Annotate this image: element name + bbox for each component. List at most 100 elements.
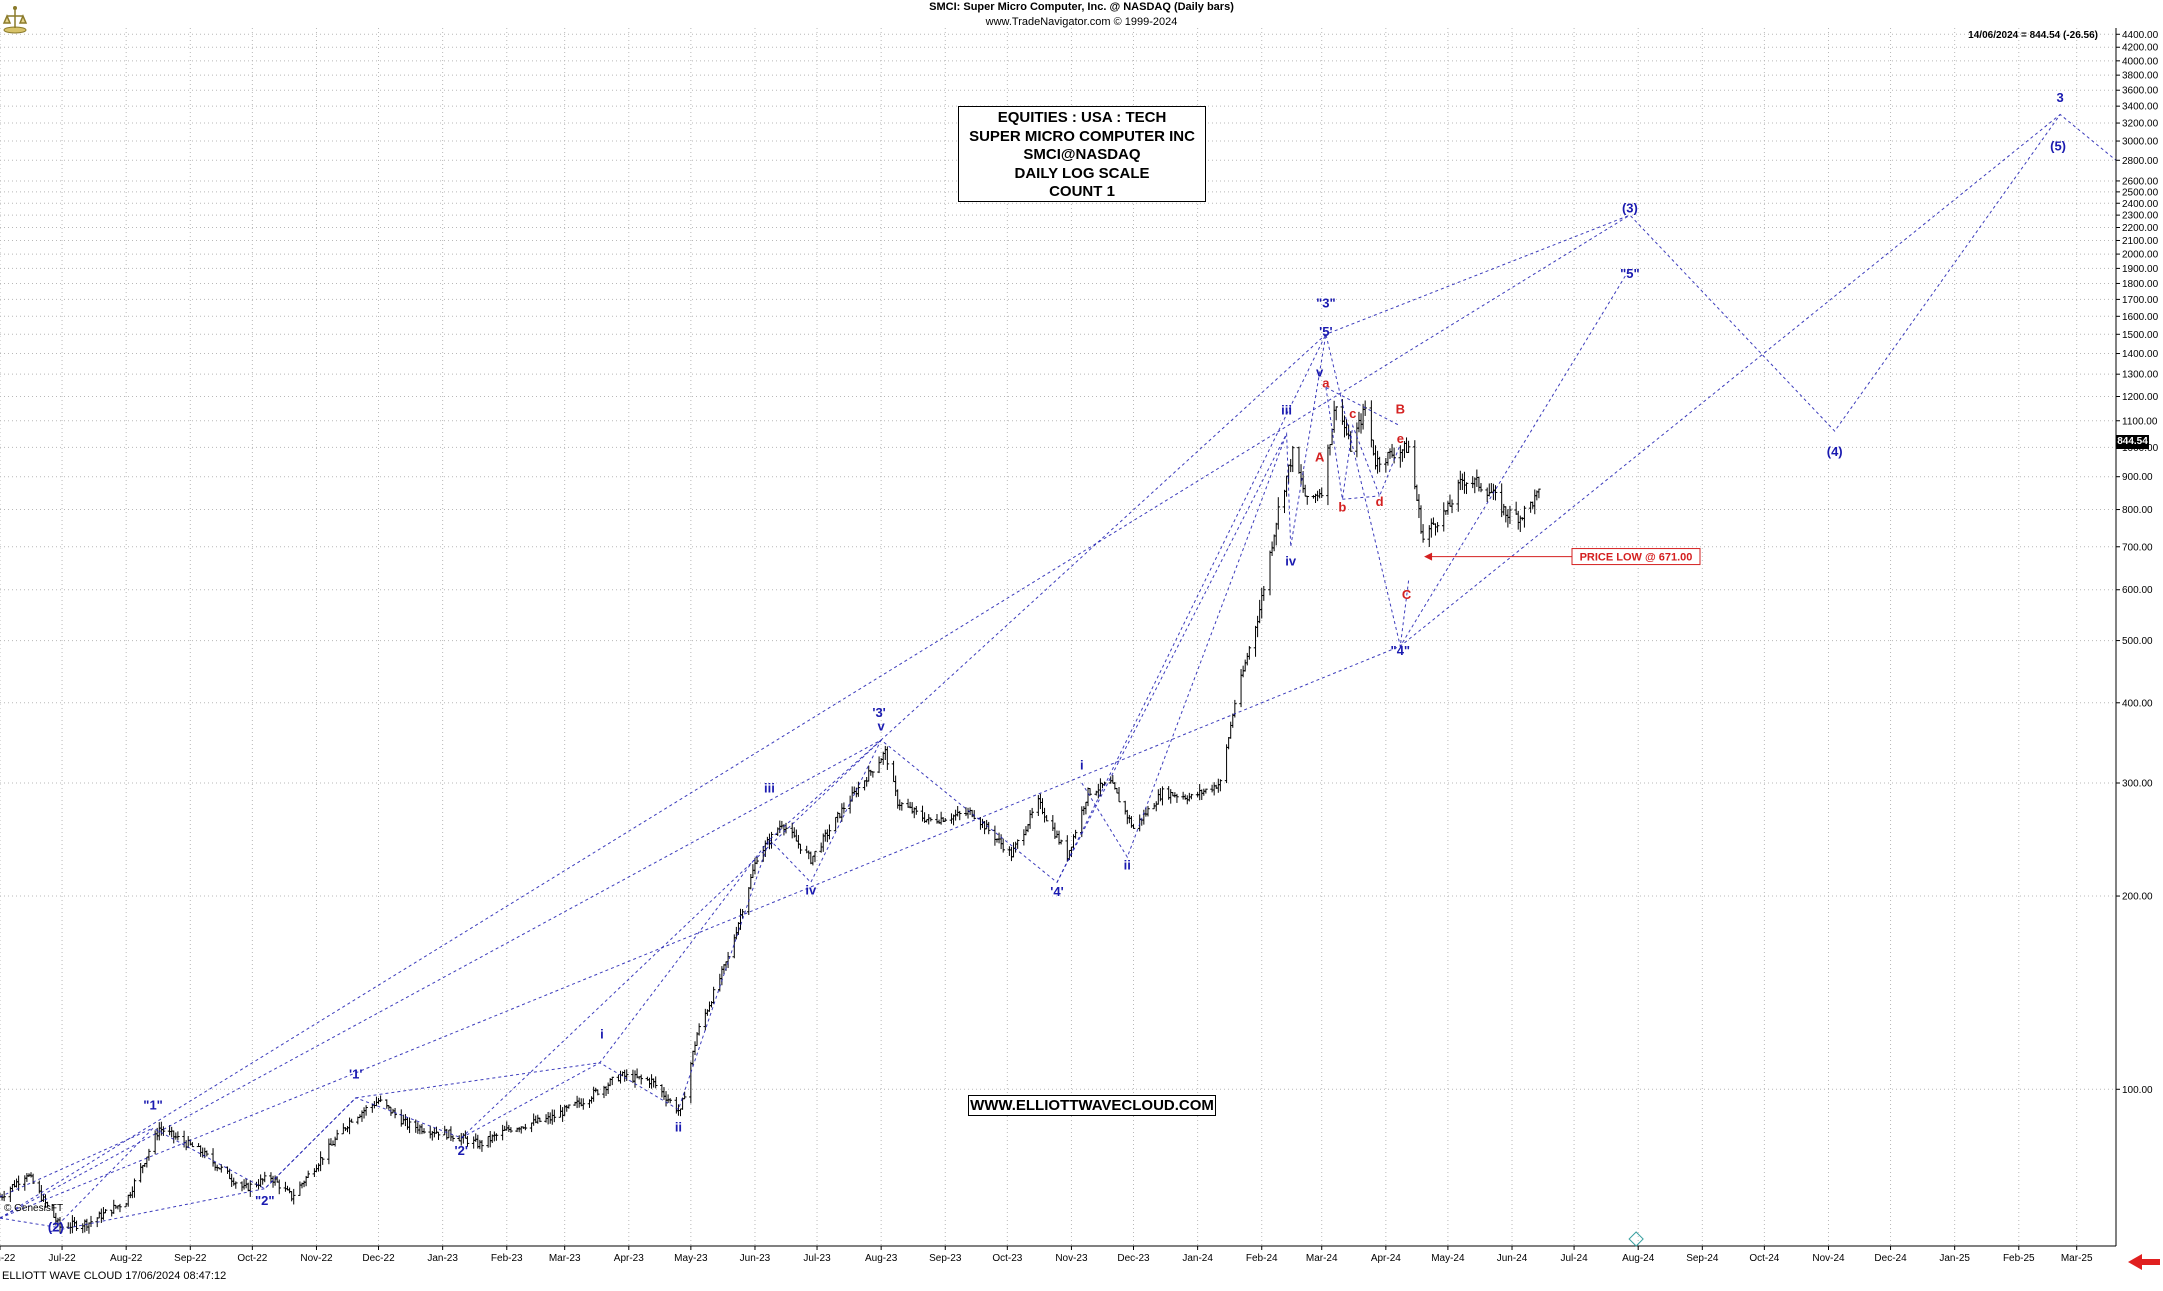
label-line-sector: EQUITIES : USA : TECH bbox=[997, 109, 1167, 126]
y-tick-label: 2300.00 bbox=[2122, 211, 2159, 222]
y-tick-label: 1900.00 bbox=[2122, 264, 2159, 275]
y-tick-label: 300.00 bbox=[2122, 778, 2153, 789]
wave-label: (5) bbox=[2050, 138, 2066, 153]
website-label: WWW.ELLIOTTWAVECLOUD.COM bbox=[968, 1095, 1216, 1116]
last-price-readout: 14/06/2024 = 844.54 (-26.56) bbox=[1968, 30, 2098, 41]
label-line-symbol: SMCI@NASDAQ bbox=[1023, 146, 1141, 164]
wave-labels: (2)"1""2"'1''2'iiiiiiiv'3'v'4'iiiiiiiv"3… bbox=[48, 90, 2066, 1235]
wave-label: A bbox=[1315, 450, 1325, 465]
x-tick-label: Dec-24 bbox=[1874, 1253, 1907, 1264]
wave-label: '4' bbox=[1050, 884, 1063, 899]
x-tick-label: Oct-22 bbox=[237, 1253, 267, 1264]
x-tick-label: Dec-23 bbox=[1117, 1253, 1150, 1264]
price-low-label: PRICE LOW @ 671.00 bbox=[1580, 552, 1693, 564]
copyright-text: © GenesisFT bbox=[4, 1203, 64, 1214]
wave-label: (3) bbox=[1622, 201, 1638, 216]
x-tick-label: Jun-23 bbox=[740, 1253, 771, 1264]
y-tick-label: 200.00 bbox=[2122, 892, 2153, 903]
y-tick-label: 600.00 bbox=[2122, 585, 2153, 596]
wave-label: (2) bbox=[48, 1220, 64, 1235]
label-line-scale: DAILY LOG SCALE bbox=[1014, 164, 1150, 182]
x-tick-label: May-23 bbox=[674, 1253, 708, 1264]
x-tick-label: Jul-22 bbox=[48, 1253, 76, 1264]
wave-line bbox=[1399, 580, 1410, 647]
x-tick-label: Jul-23 bbox=[803, 1253, 831, 1264]
y-tick-label: 1400.00 bbox=[2122, 349, 2159, 360]
scroll-arrow-icon bbox=[2128, 1254, 2160, 1270]
y-tick-label: 500.00 bbox=[2122, 636, 2153, 647]
trade-navigator-logo bbox=[2, 6, 28, 34]
y-tick-label: 3600.00 bbox=[2122, 86, 2159, 97]
wave-label: c bbox=[1349, 406, 1356, 421]
x-tick-label: Feb-23 bbox=[491, 1253, 523, 1264]
wave-label: ii bbox=[675, 1119, 682, 1134]
x-tick-label: Sep-24 bbox=[1686, 1253, 1719, 1264]
x-tick-label: Nov-24 bbox=[1812, 1253, 1845, 1264]
y-tick-label: 4000.00 bbox=[2122, 56, 2159, 67]
y-tick-label: 2000.00 bbox=[2122, 250, 2159, 261]
wave-label: "1" bbox=[143, 1098, 163, 1113]
wave-label: d bbox=[1376, 494, 1384, 509]
y-tick-label: 3400.00 bbox=[2122, 102, 2159, 113]
y-tick-label: 1800.00 bbox=[2122, 279, 2159, 290]
y-tick-label: 3800.00 bbox=[2122, 71, 2159, 82]
y-tick-label: 3200.00 bbox=[2122, 119, 2159, 130]
wave-line bbox=[0, 114, 2061, 1219]
wave-line bbox=[1081, 433, 1288, 859]
wave-line bbox=[0, 1127, 154, 1198]
x-tick-label: Nov-23 bbox=[1055, 1253, 1088, 1264]
y-tick-label: 4400.00 bbox=[2122, 30, 2159, 41]
x-tick-label: Jan-25 bbox=[1939, 1253, 1970, 1264]
wave-line bbox=[49, 739, 882, 1233]
wave-label: B bbox=[1396, 401, 1405, 416]
footer-timestamp: ELLIOTT WAVE CLOUD 17/06/2024 08:47:12 bbox=[2, 1270, 227, 1282]
instrument-label-box: EQUITIES : USA : TECH SUPER MICRO COMPUT… bbox=[958, 106, 1206, 202]
y-tick-label: 2800.00 bbox=[2122, 156, 2159, 167]
wave-label: "2" bbox=[255, 1193, 275, 1208]
wave-label: v bbox=[1316, 364, 1324, 379]
wave-label: ii bbox=[1124, 857, 1131, 872]
time-marker-icon bbox=[1628, 1231, 1644, 1247]
x-tick-label: Feb-25 bbox=[2003, 1253, 2035, 1264]
label-line-company: SUPER MICRO COMPUTER INC bbox=[969, 127, 1195, 145]
grid bbox=[0, 28, 2116, 1246]
x-tick-label: Nov-22 bbox=[300, 1253, 333, 1264]
y-tick-label: 1500.00 bbox=[2122, 330, 2159, 341]
axes: 100.00 200.00 300.00 400.00 500.00 600.00 700.… bbox=[0, 28, 2160, 1270]
wave-label: 3 bbox=[2057, 90, 2064, 105]
wave-label: "3" bbox=[1316, 296, 1336, 311]
wave-label: e bbox=[1397, 431, 1404, 446]
wave-projection-lines bbox=[0, 113, 2117, 1233]
x-tick-label: Sep-23 bbox=[929, 1253, 962, 1264]
price-low-box bbox=[1571, 548, 1701, 566]
wave-line bbox=[1325, 386, 1401, 427]
x-tick-label: Sep-22 bbox=[174, 1253, 207, 1264]
wave-label: iii bbox=[1281, 402, 1292, 417]
x-tick-label: Jul-24 bbox=[1560, 1253, 1588, 1264]
wave-label: '1' bbox=[349, 1066, 362, 1081]
wave-label: "4" bbox=[1391, 643, 1411, 658]
wave-label: '5' bbox=[1319, 324, 1332, 339]
wave-line bbox=[461, 739, 882, 1139]
wave-line bbox=[0, 113, 2117, 1219]
x-tick-label: Mar-25 bbox=[2061, 1253, 2093, 1264]
x-tick-label: Mar-24 bbox=[1306, 1253, 1338, 1264]
wave-label: i bbox=[600, 1026, 604, 1041]
x-tick-label: Jun-22 bbox=[0, 1253, 16, 1264]
x-tick-label: Oct-23 bbox=[992, 1253, 1022, 1264]
wave-label: "5" bbox=[1620, 266, 1640, 281]
x-tick-label: Mar-23 bbox=[549, 1253, 581, 1264]
x-tick-label: Jan-24 bbox=[1182, 1253, 1213, 1264]
x-tick-label: Aug-22 bbox=[110, 1253, 143, 1264]
y-tick-label: 700.00 bbox=[2122, 542, 2153, 553]
y-tick-label: 800.00 bbox=[2122, 505, 2153, 516]
wave-label: b bbox=[1338, 499, 1346, 514]
x-tick-label: Feb-24 bbox=[1246, 1253, 1278, 1264]
y-tick-label: 2200.00 bbox=[2122, 223, 2159, 234]
y-tick-label: 100.00 bbox=[2122, 1085, 2153, 1096]
x-tick-label: Jan-23 bbox=[427, 1253, 458, 1264]
x-tick-label: Dec-22 bbox=[362, 1253, 395, 1264]
wave-label: C bbox=[1402, 587, 1412, 602]
